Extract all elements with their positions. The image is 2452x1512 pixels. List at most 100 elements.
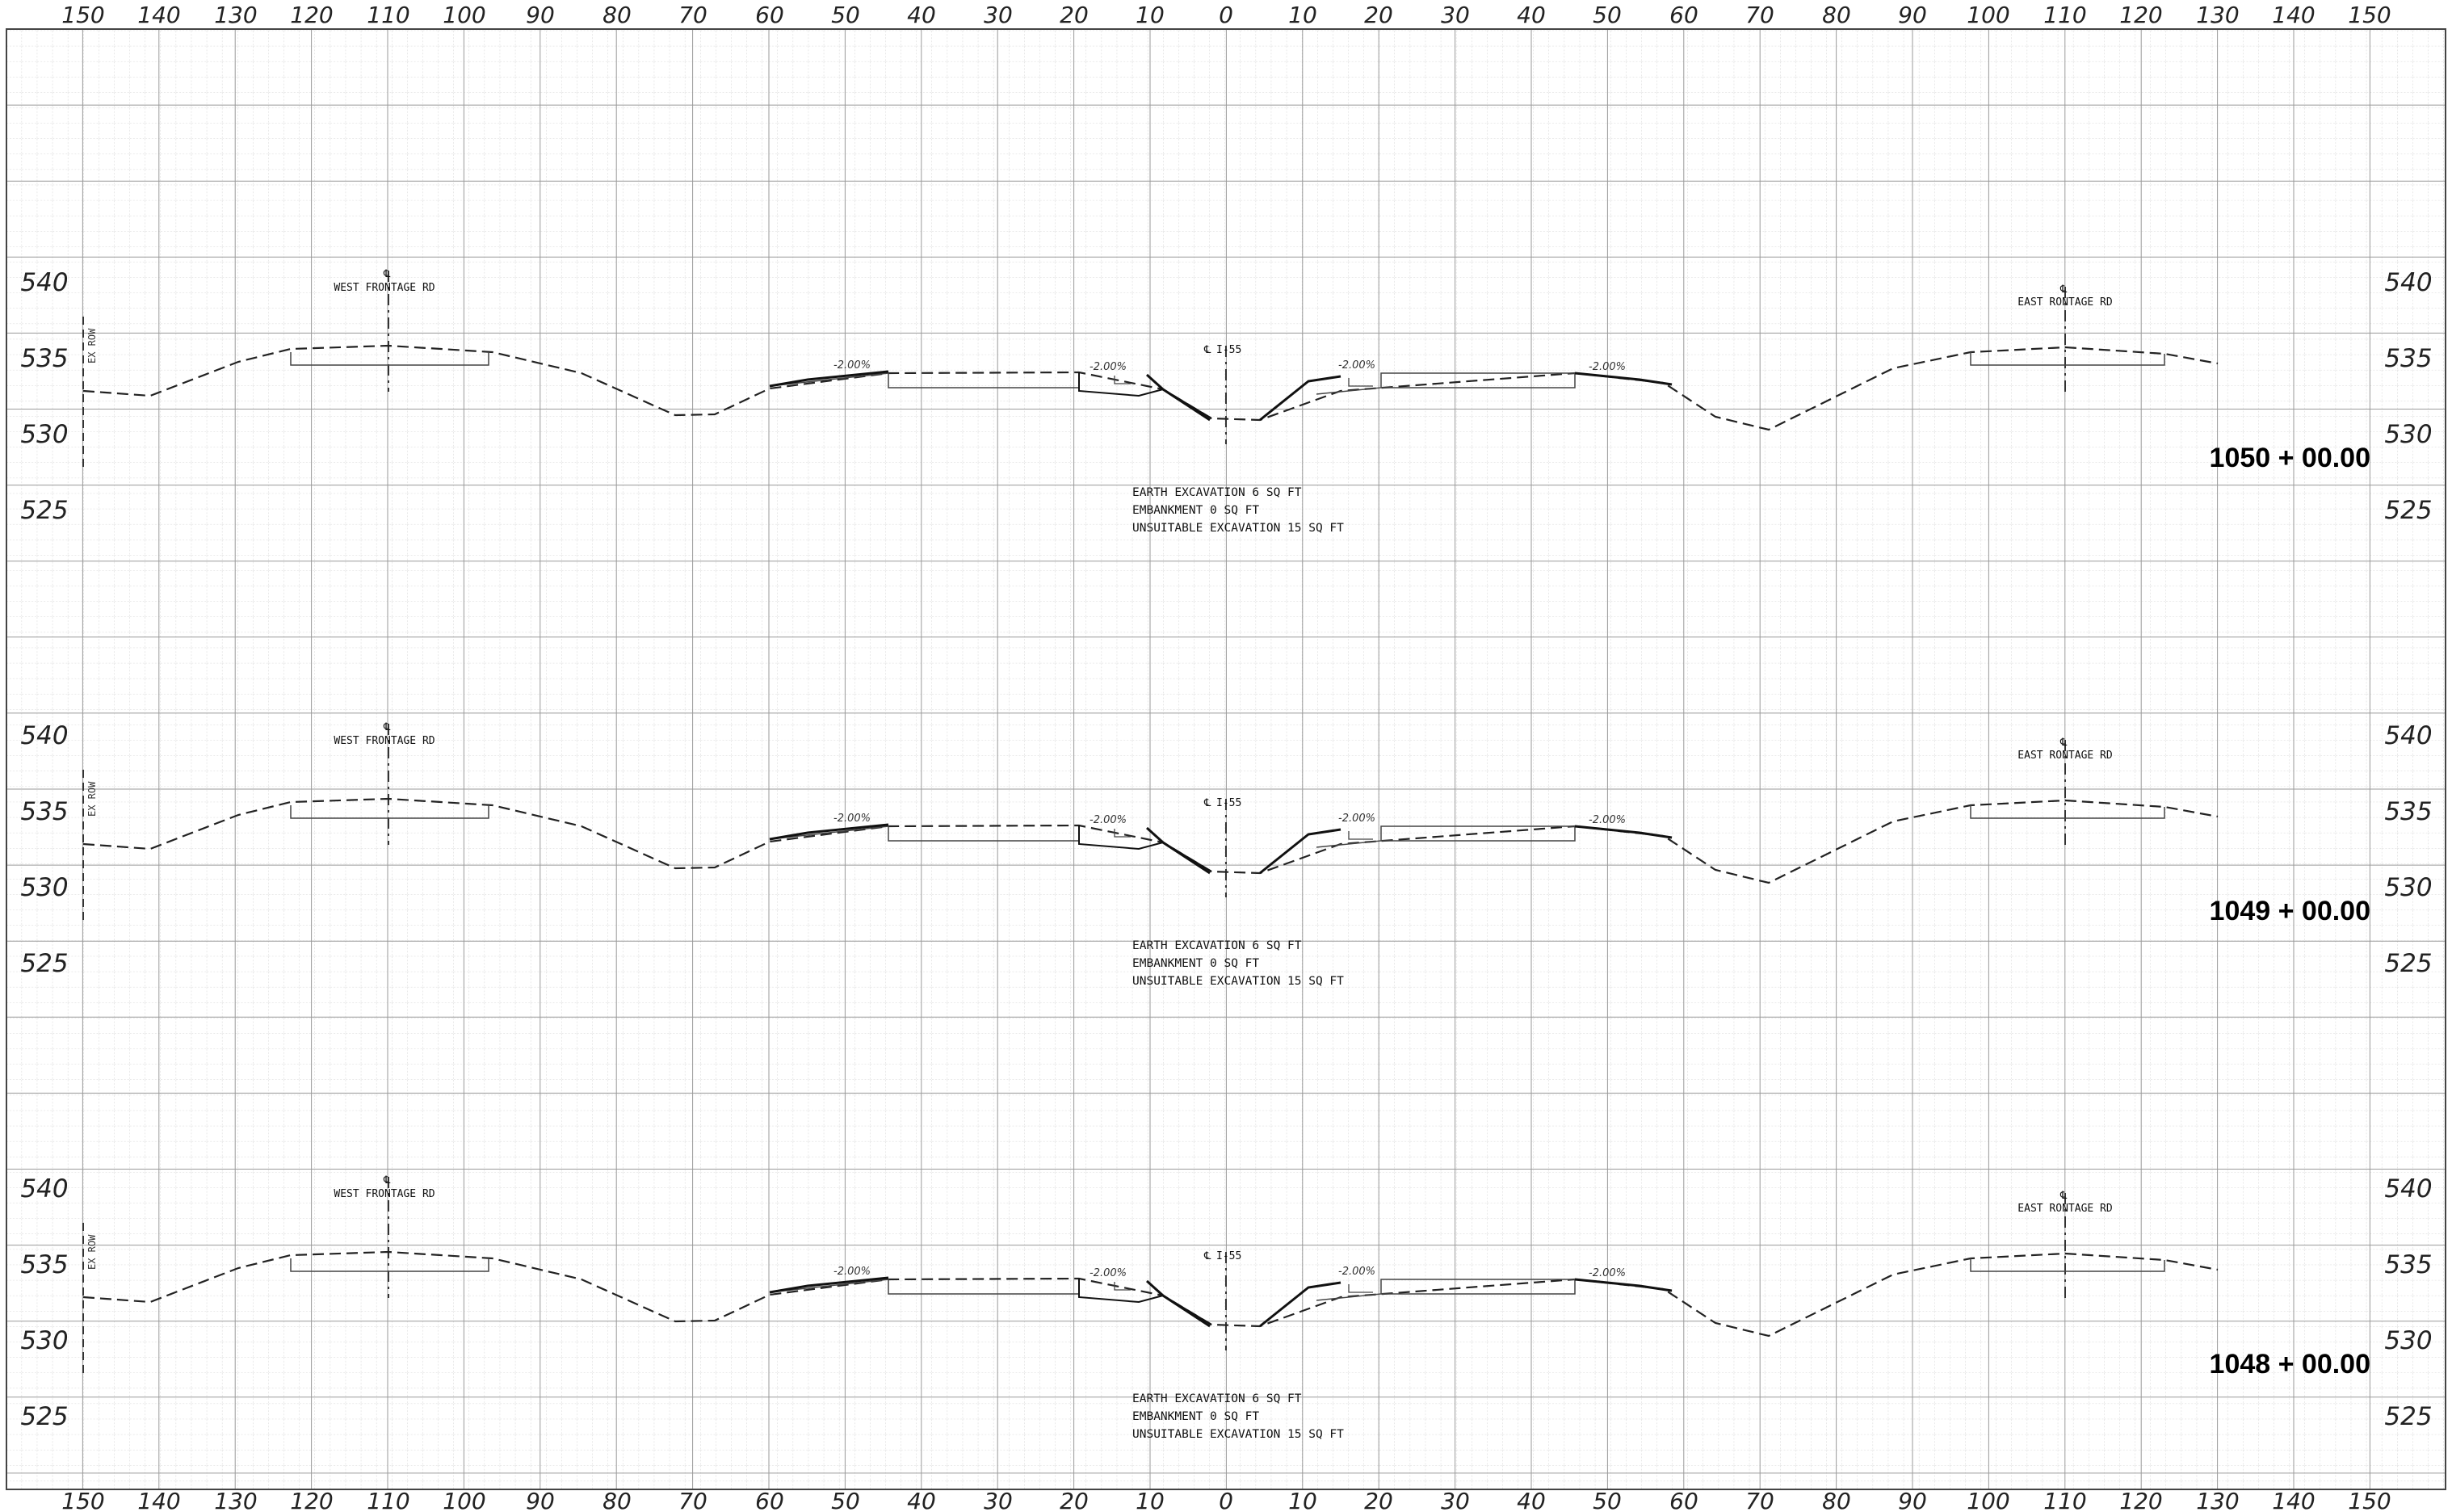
nb-foreslope bbox=[1259, 1281, 1341, 1328]
axis-label: 20 bbox=[1364, 2, 1393, 28]
east-frontage-pavement bbox=[1970, 352, 2165, 366]
nb-pavement bbox=[1316, 825, 1576, 848]
cross-slope-label: -2.00% bbox=[1589, 361, 1626, 373]
sb-curb-detail bbox=[1114, 1282, 1131, 1291]
nb-shoulder-pavement bbox=[1574, 372, 1673, 386]
axis-label: 120 bbox=[2119, 1488, 2162, 1512]
axis-label: 10 bbox=[1136, 1488, 1165, 1512]
axis-label: 70 bbox=[678, 1488, 707, 1512]
axis-label: 110 bbox=[2043, 2, 2086, 28]
cross-slope-label: -2.00% bbox=[1090, 814, 1127, 826]
elevation-label-right: 535 bbox=[2384, 1250, 2432, 1279]
major-grid bbox=[6, 28, 2446, 1489]
cross-slope-label: -2.00% bbox=[1589, 814, 1626, 826]
axis-label: 140 bbox=[2272, 1488, 2315, 1512]
axis-label: 50 bbox=[1593, 1488, 1622, 1512]
nb-foreslope bbox=[1259, 375, 1341, 422]
east-frontage-pavement bbox=[1970, 805, 2165, 819]
axis-label: 20 bbox=[1364, 1488, 1393, 1512]
axis-label: 120 bbox=[290, 1488, 333, 1512]
axis-label: 70 bbox=[1745, 2, 1774, 28]
axis-label: 30 bbox=[984, 1488, 1013, 1512]
nb-shoulder-pavement bbox=[1574, 825, 1673, 839]
embankment-note: EMBANKMENT 0 SQ FT bbox=[1132, 504, 1259, 517]
earth-excavation-note: EARTH EXCAVATION 6 SQ FT bbox=[1132, 486, 1302, 499]
sb-shoulder-pavement bbox=[769, 370, 889, 388]
axis-label: 100 bbox=[443, 1488, 485, 1512]
centerline-main-label: I-55 bbox=[1216, 1250, 1241, 1262]
centerline-east-label: EAST RONTAGE RD bbox=[2017, 296, 2113, 309]
axis-label: 110 bbox=[2043, 1488, 2086, 1512]
elevation-label-left: 540 bbox=[20, 268, 68, 297]
sb-foreslope bbox=[1145, 1279, 1211, 1328]
axis-label: 80 bbox=[1822, 1488, 1851, 1512]
cross-section-1048: 540 535 530 525 540 535 530 525 EX ROW ℄… bbox=[20, 1174, 2432, 1441]
elevation-label-left: 530 bbox=[20, 873, 68, 902]
sb-shoulder-pavement bbox=[769, 823, 889, 841]
nb-pavement bbox=[1316, 1279, 1576, 1301]
elevation-label-right: 535 bbox=[2384, 797, 2432, 826]
axis-label: 40 bbox=[907, 1488, 936, 1512]
axis-label: 50 bbox=[831, 1488, 860, 1512]
station-label: 1049 + 00.00 bbox=[2210, 896, 2370, 926]
row-label: EX ROW bbox=[86, 1234, 98, 1270]
axis-label: 140 bbox=[137, 1488, 180, 1512]
axis-label: 90 bbox=[1898, 1488, 1927, 1512]
centerline-symbol: ℄ bbox=[1203, 1250, 1211, 1262]
centerline-symbol: ℄ bbox=[2059, 284, 2068, 296]
earth-excavation-note: EARTH EXCAVATION 6 SQ FT bbox=[1132, 939, 1302, 952]
axis-label: 140 bbox=[2272, 2, 2315, 28]
centerline-main-label: I-55 bbox=[1216, 344, 1241, 356]
centerline-east-label: EAST RONTAGE RD bbox=[2017, 750, 2113, 762]
axis-label: 140 bbox=[137, 2, 180, 28]
axis-label: 50 bbox=[831, 2, 860, 28]
elevation-label-left: 535 bbox=[20, 797, 68, 826]
nb-curb-detail bbox=[1348, 1284, 1373, 1293]
axis-label: 60 bbox=[1669, 1488, 1698, 1512]
axis-label: 130 bbox=[214, 1488, 257, 1512]
axis-label: 120 bbox=[2119, 2, 2162, 28]
axis-label: 40 bbox=[1517, 2, 1546, 28]
axis-label: 0 bbox=[1219, 2, 1233, 28]
elevation-label-left: 525 bbox=[20, 949, 68, 978]
axis-label: 130 bbox=[2196, 2, 2239, 28]
cross-slope-label: -2.00% bbox=[833, 813, 871, 825]
cross-slope-label: -2.00% bbox=[1338, 813, 1375, 825]
axis-label: 20 bbox=[1060, 1488, 1089, 1512]
elevation-label-right: 530 bbox=[2384, 873, 2432, 902]
centerline-symbol: ℄ bbox=[1203, 344, 1211, 356]
cross-slope-label: -2.00% bbox=[1338, 1266, 1375, 1278]
axis-label: 60 bbox=[755, 1488, 784, 1512]
sb-curb-detail bbox=[1114, 829, 1131, 838]
centerline-symbol: ℄ bbox=[383, 721, 391, 733]
elevation-label-right: 540 bbox=[2384, 721, 2432, 750]
centerline-west-label: WEST FRONTAGE RD bbox=[334, 1188, 435, 1200]
nb-curb-detail bbox=[1348, 378, 1373, 387]
axis-label: 90 bbox=[1898, 2, 1927, 28]
axis-label: 50 bbox=[1593, 2, 1622, 28]
elevation-label-right: 535 bbox=[2384, 344, 2432, 373]
nb-shoulder-pavement bbox=[1574, 1278, 1673, 1292]
nb-curb-detail bbox=[1348, 831, 1373, 840]
elevation-label-right: 530 bbox=[2384, 420, 2432, 449]
centerline-symbol: ℄ bbox=[2059, 737, 2068, 749]
axis-label: 60 bbox=[1669, 2, 1698, 28]
axis-label: 150 bbox=[2348, 1488, 2391, 1512]
station-label: 1050 + 00.00 bbox=[2210, 443, 2370, 473]
elevation-label-left: 535 bbox=[20, 1250, 68, 1279]
axis-label: 10 bbox=[1288, 1488, 1317, 1512]
earth-excavation-note: EARTH EXCAVATION 6 SQ FT bbox=[1132, 1392, 1302, 1405]
east-frontage-pavement bbox=[1970, 1258, 2165, 1272]
cross-slope-label: -2.00% bbox=[1589, 1267, 1626, 1279]
cross-slope-label: -2.00% bbox=[833, 1266, 871, 1278]
west-frontage-pavement bbox=[290, 1258, 489, 1272]
axis-label: 20 bbox=[1060, 2, 1089, 28]
axis-label: 80 bbox=[1822, 2, 1851, 28]
axis-label: 100 bbox=[1967, 2, 2009, 28]
elevation-label-right: 525 bbox=[2384, 949, 2432, 978]
elevation-label-left: 525 bbox=[20, 1402, 68, 1431]
station-label: 1048 + 00.00 bbox=[2210, 1349, 2370, 1380]
axis-label: 100 bbox=[443, 2, 485, 28]
axis-label: 30 bbox=[1441, 2, 1470, 28]
